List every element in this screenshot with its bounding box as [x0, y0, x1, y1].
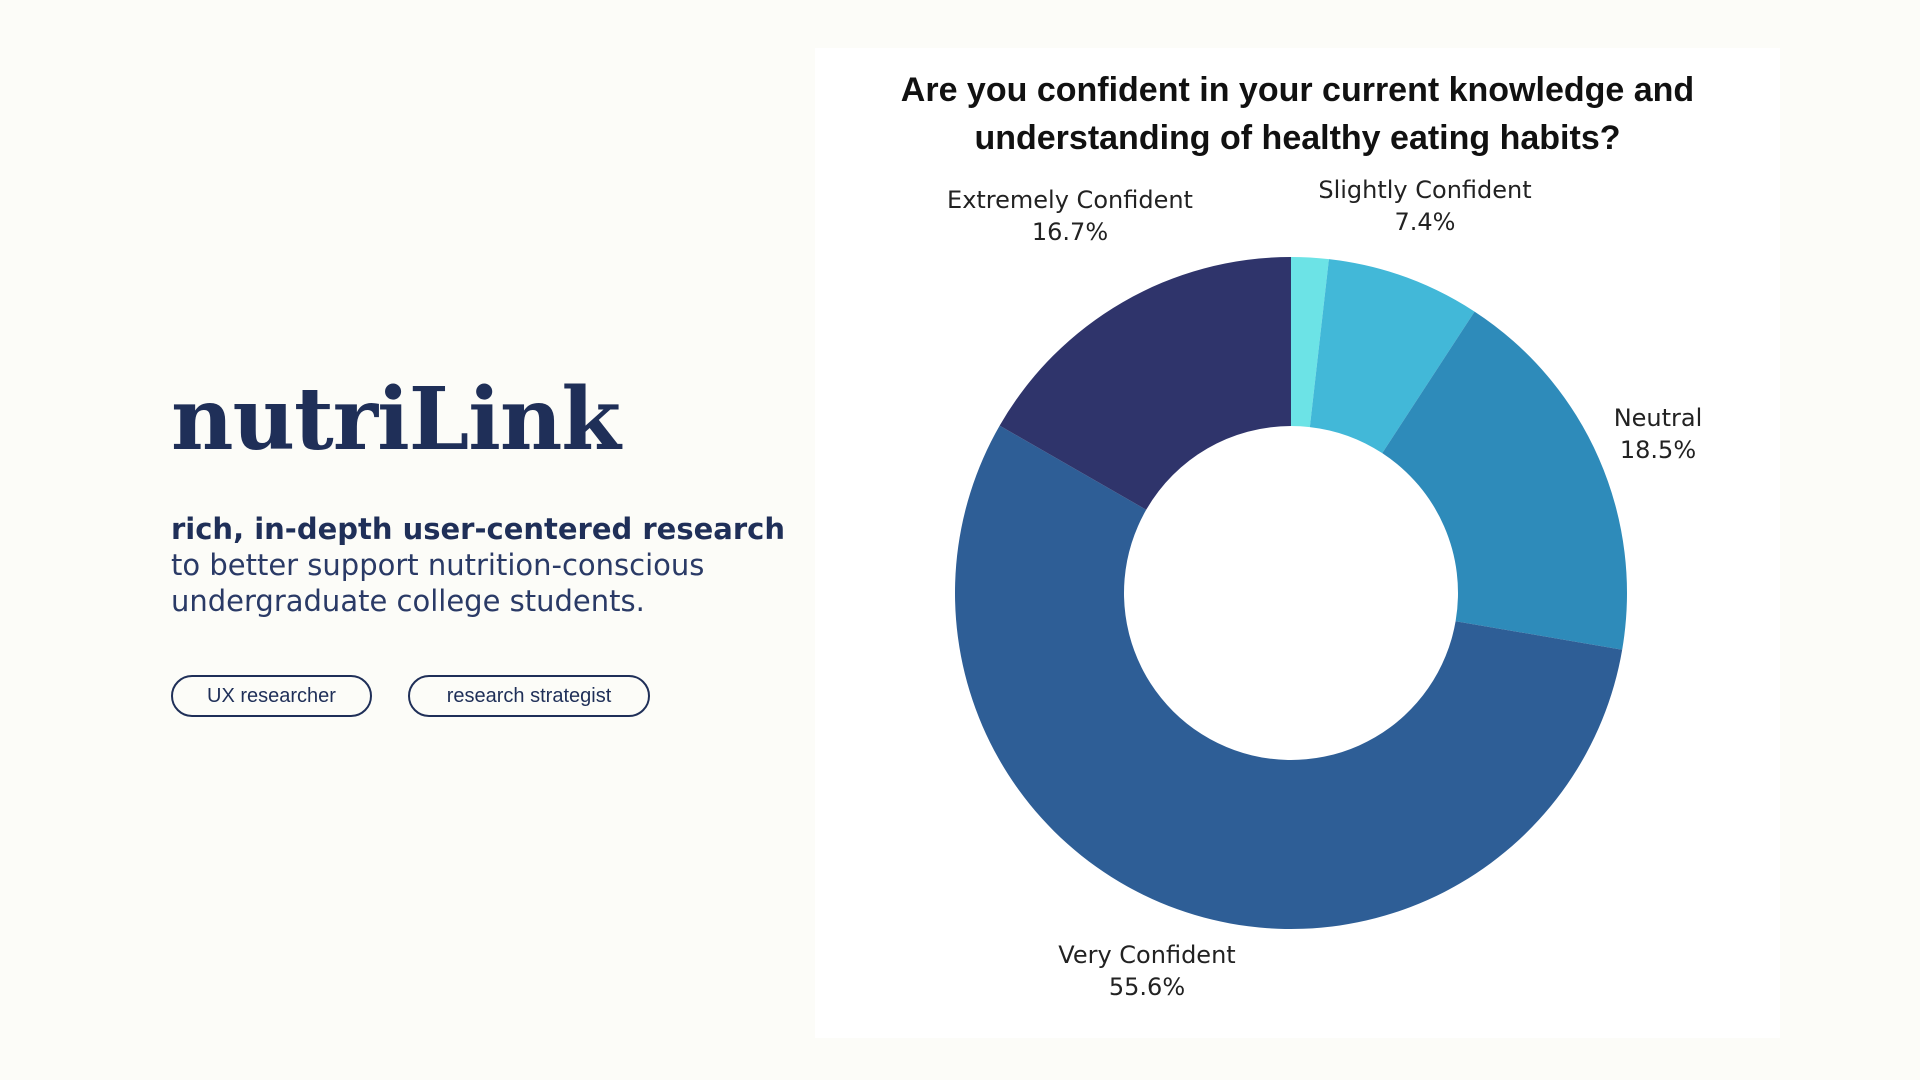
project-tagline: rich, in-depth user-centered research to…	[171, 511, 811, 619]
role-tag-ux-researcher[interactable]: UX researcher	[171, 675, 372, 717]
role-tag-research-strategist[interactable]: research strategist	[408, 675, 650, 717]
donut-slice-neutral	[1382, 311, 1627, 650]
chart-title: Are you confident in your current knowle…	[900, 71, 1695, 157]
slice-label-name: Neutral	[1614, 404, 1703, 432]
slice-label-name: Extremely Confident	[947, 186, 1193, 214]
project-intro: nutriLink rich, in-depth user-centered r…	[171, 370, 811, 717]
donut-chart: Slightly Confident 7.4% Neutral 18.5% Very C…	[947, 176, 1703, 1001]
slice-label-percent: 18.5%	[1620, 436, 1696, 464]
tagline-rest: to better support nutrition-conscious un…	[171, 548, 705, 618]
donut-slice-extremely-confident	[999, 257, 1291, 510]
slice-label-name: Slightly Confident	[1318, 176, 1531, 204]
slice-label-percent: 7.4%	[1395, 208, 1456, 236]
slice-label-name: Very Confident	[1058, 941, 1235, 969]
donut-slice-slightly-confident	[1309, 259, 1475, 454]
chart-panel: Are you confident in your current knowle…	[815, 48, 1780, 1038]
project-title: nutriLink	[171, 369, 621, 470]
role-tags: UX researcher research strategist	[171, 675, 811, 717]
slice-label-percent: 55.6%	[1109, 973, 1185, 1001]
tagline-emphasis: rich, in-depth user-centered research	[171, 512, 785, 546]
donut-slice-unlabeled	[1291, 257, 1329, 428]
donut-slice-very-confident	[955, 425, 1623, 929]
slice-label-percent: 16.7%	[1032, 218, 1108, 246]
